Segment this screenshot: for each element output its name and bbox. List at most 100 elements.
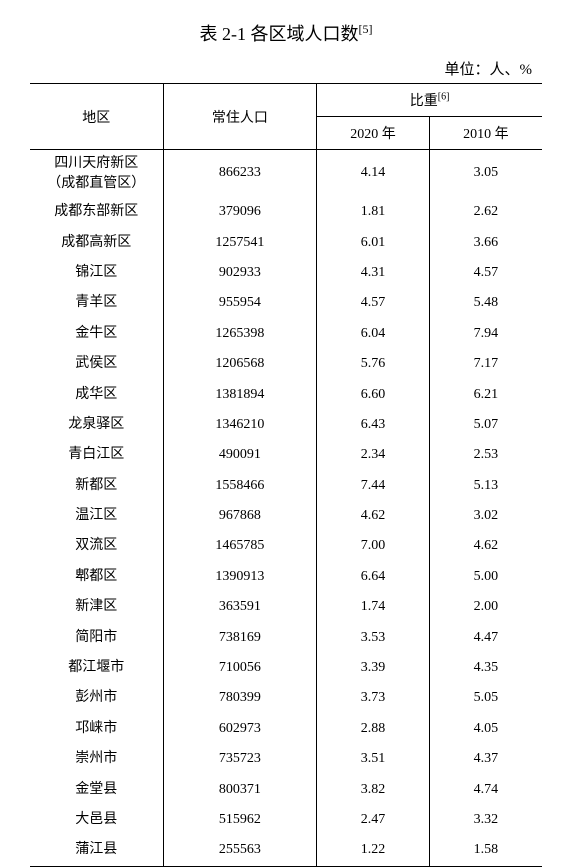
table-row: 大邑县5159622.473.32 bbox=[30, 805, 542, 835]
table-row: 青羊区9559544.575.48 bbox=[30, 288, 542, 318]
cell-population: 1265398 bbox=[163, 319, 317, 349]
header-ratio: 比重[6] bbox=[317, 84, 542, 117]
cell-y2010: 5.07 bbox=[429, 410, 542, 440]
cell-population: 490091 bbox=[163, 440, 317, 470]
cell-y2010: 4.74 bbox=[429, 775, 542, 805]
cell-population: 967868 bbox=[163, 501, 317, 531]
cell-region: 龙泉驿区 bbox=[30, 410, 163, 440]
table-row: 崇州市7357233.514.37 bbox=[30, 744, 542, 774]
cell-population: 1346210 bbox=[163, 410, 317, 440]
cell-y2020: 3.53 bbox=[317, 623, 430, 653]
cell-y2020: 6.43 bbox=[317, 410, 430, 440]
cell-population: 602973 bbox=[163, 714, 317, 744]
table-row: 简阳市7381693.534.47 bbox=[30, 623, 542, 653]
table-row: 双流区14657857.004.62 bbox=[30, 531, 542, 561]
header-y2020: 2020 年 bbox=[317, 117, 430, 150]
cell-y2010: 4.62 bbox=[429, 531, 542, 561]
cell-y2010: 3.05 bbox=[429, 150, 542, 198]
table-body: 四川天府新区（成都直管区）8662334.143.05成都东部新区3790961… bbox=[30, 150, 542, 867]
header-ratio-text: 比重 bbox=[410, 94, 438, 109]
header-population: 常住人口 bbox=[163, 84, 317, 150]
cell-population: 780399 bbox=[163, 683, 317, 713]
cell-population: 1558466 bbox=[163, 471, 317, 501]
cell-population: 1257541 bbox=[163, 228, 317, 258]
table-row: 都江堰市7100563.394.35 bbox=[30, 653, 542, 683]
cell-y2020: 2.47 bbox=[317, 805, 430, 835]
table-row: 彭州市7803993.735.05 bbox=[30, 683, 542, 713]
cell-region: 新津区 bbox=[30, 592, 163, 622]
cell-y2010: 3.32 bbox=[429, 805, 542, 835]
table-row: 成都东部新区3790961.812.62 bbox=[30, 197, 542, 227]
cell-population: 363591 bbox=[163, 592, 317, 622]
cell-region: 邛崃市 bbox=[30, 714, 163, 744]
cell-population: 1381894 bbox=[163, 380, 317, 410]
cell-y2010: 4.05 bbox=[429, 714, 542, 744]
cell-y2020: 6.64 bbox=[317, 562, 430, 592]
cell-y2010: 4.47 bbox=[429, 623, 542, 653]
cell-population: 710056 bbox=[163, 653, 317, 683]
cell-y2020: 1.22 bbox=[317, 835, 430, 866]
table-row: 温江区9678684.623.02 bbox=[30, 501, 542, 531]
cell-population: 1206568 bbox=[163, 349, 317, 379]
cell-y2010: 7.94 bbox=[429, 319, 542, 349]
cell-region: 金堂县 bbox=[30, 775, 163, 805]
cell-y2010: 5.13 bbox=[429, 471, 542, 501]
cell-y2020: 6.01 bbox=[317, 228, 430, 258]
table-row: 龙泉驿区13462106.435.07 bbox=[30, 410, 542, 440]
cell-y2010: 4.35 bbox=[429, 653, 542, 683]
cell-y2020: 7.44 bbox=[317, 471, 430, 501]
cell-region: 崇州市 bbox=[30, 744, 163, 774]
cell-population: 738169 bbox=[163, 623, 317, 653]
population-table: 地区 常住人口 比重[6] 2020 年 2010 年 四川天府新区（成都直管区… bbox=[30, 83, 542, 867]
cell-region: 成都东部新区 bbox=[30, 197, 163, 227]
cell-population: 255563 bbox=[163, 835, 317, 866]
cell-population: 955954 bbox=[163, 288, 317, 318]
table-row: 青白江区4900912.342.53 bbox=[30, 440, 542, 470]
cell-population: 902933 bbox=[163, 258, 317, 288]
table-row: 金堂县8003713.824.74 bbox=[30, 775, 542, 805]
cell-region: 彭州市 bbox=[30, 683, 163, 713]
cell-y2010: 4.57 bbox=[429, 258, 542, 288]
cell-region: 成华区 bbox=[30, 380, 163, 410]
table-row: 郫都区13909136.645.00 bbox=[30, 562, 542, 592]
cell-region: 四川天府新区（成都直管区） bbox=[30, 150, 163, 198]
table-row: 蒲江县2555631.221.58 bbox=[30, 835, 542, 866]
table-row: 金牛区12653986.047.94 bbox=[30, 319, 542, 349]
title-sup: [5] bbox=[359, 22, 373, 36]
cell-population: 1465785 bbox=[163, 531, 317, 561]
cell-population: 800371 bbox=[163, 775, 317, 805]
cell-y2020: 3.73 bbox=[317, 683, 430, 713]
cell-y2020: 3.39 bbox=[317, 653, 430, 683]
cell-y2020: 4.31 bbox=[317, 258, 430, 288]
table-row: 武侯区12065685.767.17 bbox=[30, 349, 542, 379]
cell-y2020: 2.88 bbox=[317, 714, 430, 744]
cell-y2020: 4.14 bbox=[317, 150, 430, 198]
cell-y2020: 2.34 bbox=[317, 440, 430, 470]
table-title: 表 2-1 各区域人口数[5] bbox=[30, 20, 542, 46]
header-ratio-sup: [6] bbox=[438, 91, 450, 102]
cell-y2020: 7.00 bbox=[317, 531, 430, 561]
cell-y2020: 4.62 bbox=[317, 501, 430, 531]
cell-y2010: 3.02 bbox=[429, 501, 542, 531]
table-row: 成华区13818946.606.21 bbox=[30, 380, 542, 410]
header-region: 地区 bbox=[30, 84, 163, 150]
cell-y2010: 2.53 bbox=[429, 440, 542, 470]
cell-region: 武侯区 bbox=[30, 349, 163, 379]
cell-y2020: 6.60 bbox=[317, 380, 430, 410]
cell-population: 735723 bbox=[163, 744, 317, 774]
cell-y2020: 1.81 bbox=[317, 197, 430, 227]
cell-y2010: 6.21 bbox=[429, 380, 542, 410]
cell-region: 新都区 bbox=[30, 471, 163, 501]
cell-y2020: 3.82 bbox=[317, 775, 430, 805]
cell-region: 蒲江县 bbox=[30, 835, 163, 866]
cell-y2020: 6.04 bbox=[317, 319, 430, 349]
cell-region: 简阳市 bbox=[30, 623, 163, 653]
table-row: 锦江区9029334.314.57 bbox=[30, 258, 542, 288]
table-row: 新都区15584667.445.13 bbox=[30, 471, 542, 501]
cell-region: 双流区 bbox=[30, 531, 163, 561]
cell-region: 锦江区 bbox=[30, 258, 163, 288]
table-row: 成都高新区12575416.013.66 bbox=[30, 228, 542, 258]
cell-region: 都江堰市 bbox=[30, 653, 163, 683]
cell-y2010: 2.62 bbox=[429, 197, 542, 227]
cell-population: 515962 bbox=[163, 805, 317, 835]
